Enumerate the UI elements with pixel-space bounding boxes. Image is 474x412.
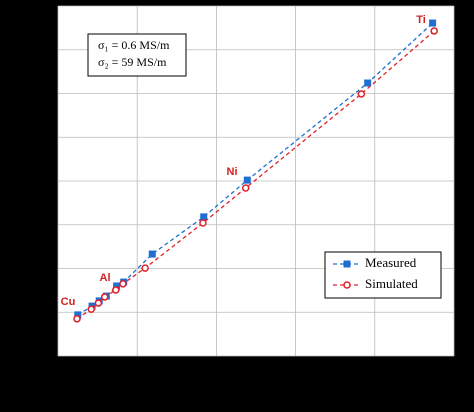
- marker: [148, 250, 156, 258]
- marker: [112, 286, 120, 294]
- legend-box: [324, 251, 442, 299]
- marker: [357, 90, 366, 98]
- annotation: Cu: [61, 296, 76, 308]
- marker: [74, 311, 82, 319]
- marker: [113, 282, 121, 290]
- marker: [141, 264, 149, 272]
- legend-marker: [343, 260, 351, 268]
- marker: [200, 213, 208, 221]
- marker: [100, 293, 109, 301]
- legend-label: Measured: [365, 255, 417, 270]
- info-text: σ₁ = 0.6 MS/m: [98, 38, 170, 52]
- marker: [241, 184, 250, 192]
- marker: [94, 299, 103, 307]
- annotation: Ti: [416, 14, 426, 26]
- marker: [119, 280, 127, 288]
- marker: [429, 19, 437, 27]
- info-text: σ₂ = 59 MS/m: [98, 55, 167, 69]
- annotation: Ni: [227, 166, 238, 178]
- marker: [430, 27, 438, 35]
- marker: [243, 176, 251, 184]
- legend-marker: [343, 281, 351, 289]
- marker: [199, 219, 207, 227]
- info-box: [87, 33, 187, 77]
- marker: [87, 305, 96, 313]
- legend-label: Simulated: [365, 276, 418, 291]
- marker: [73, 315, 81, 323]
- marker: [364, 79, 372, 87]
- annotation: Al: [100, 272, 111, 284]
